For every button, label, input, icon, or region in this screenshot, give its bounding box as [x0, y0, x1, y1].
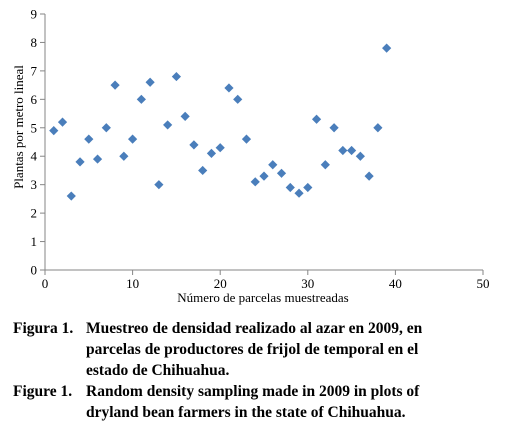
data-point — [338, 145, 348, 156]
data-point — [285, 182, 295, 193]
y-tick-label: 2 — [31, 206, 38, 221]
x-tick-label: 40 — [389, 276, 402, 291]
figure-caption: Figura 1. Muestreo de densidad realizado… — [0, 318, 512, 423]
x-tick-label: 30 — [301, 276, 314, 291]
data-point — [128, 134, 138, 144]
data-point — [119, 151, 129, 161]
caption-en-prefix: Figure 1. — [13, 383, 73, 400]
y-tick-label: 7 — [31, 63, 38, 78]
caption-es-line: parcelas de productores de frijol de tem… — [86, 341, 419, 358]
data-point — [66, 191, 76, 201]
data-point — [49, 126, 59, 136]
caption-es-prefix: Figura 1. — [13, 320, 74, 337]
data-point — [215, 143, 225, 153]
x-axis-ticks: 0 10 20 30 40 50 — [42, 270, 490, 291]
y-tick-label: 4 — [31, 149, 38, 164]
data-point — [329, 123, 339, 133]
data-point — [382, 43, 392, 53]
caption-en: Figure 1. Random density sampling made i… — [0, 381, 512, 423]
caption-en-line: dryland bean farmers in the state of Chi… — [86, 404, 406, 421]
caption-en-line: Random density sampling made in 2009 in … — [86, 383, 420, 400]
data-point — [294, 188, 304, 198]
data-point — [163, 120, 173, 130]
data-points — [49, 43, 392, 201]
data-point — [364, 171, 374, 181]
caption-es: Figura 1. Muestreo de densidad realizado… — [0, 318, 512, 381]
y-tick-label: 3 — [31, 177, 38, 192]
caption-es-line: estado de Chihuahua. — [86, 362, 230, 379]
data-point — [84, 134, 94, 144]
data-point — [206, 148, 217, 158]
y-tick-label: 6 — [31, 92, 38, 107]
caption-es-line: Muestreo de densidad realizado al azar e… — [86, 320, 423, 337]
data-point — [311, 114, 322, 124]
y-tick-label: 0 — [31, 263, 38, 278]
data-point — [136, 94, 146, 104]
data-point — [320, 160, 330, 170]
data-point — [250, 177, 260, 187]
x-tick-label: 50 — [477, 276, 490, 291]
x-tick-label: 20 — [214, 276, 227, 291]
axes — [44, 14, 483, 271]
y-tick-label: 5 — [31, 120, 38, 135]
scatter-chart: 0 1 2 3 4 5 6 7 8 9 0 10 20 30 40 50 Número de parcela… — [11, 7, 490, 306]
x-tick-label: 0 — [42, 276, 49, 291]
y-tick-label: 9 — [31, 7, 38, 22]
data-point — [276, 168, 287, 178]
data-point — [57, 117, 68, 127]
data-point — [373, 123, 383, 133]
data-point — [189, 140, 199, 150]
data-point — [198, 165, 208, 176]
data-point — [101, 123, 111, 133]
data-point — [75, 157, 85, 167]
y-axis-title: Plantas por metro lineal — [11, 65, 26, 189]
data-point — [233, 94, 243, 104]
x-tick-label: 10 — [126, 276, 139, 291]
data-point — [224, 83, 234, 93]
data-point — [347, 145, 357, 156]
data-point — [303, 182, 313, 193]
y-tick-label: 8 — [31, 35, 38, 50]
x-axis-title: Número de parcelas muestreadas — [177, 290, 348, 305]
data-point — [268, 160, 278, 170]
data-point — [171, 71, 181, 82]
data-point — [180, 111, 190, 121]
data-point — [154, 180, 164, 190]
y-axis-ticks: 0 1 2 3 4 5 6 7 8 9 — [31, 7, 45, 278]
data-point — [92, 154, 103, 164]
data-point — [259, 171, 269, 181]
data-point — [145, 77, 155, 87]
data-point — [110, 80, 120, 90]
y-tick-label: 1 — [31, 234, 38, 249]
data-point — [241, 134, 252, 144]
data-point — [355, 151, 365, 161]
